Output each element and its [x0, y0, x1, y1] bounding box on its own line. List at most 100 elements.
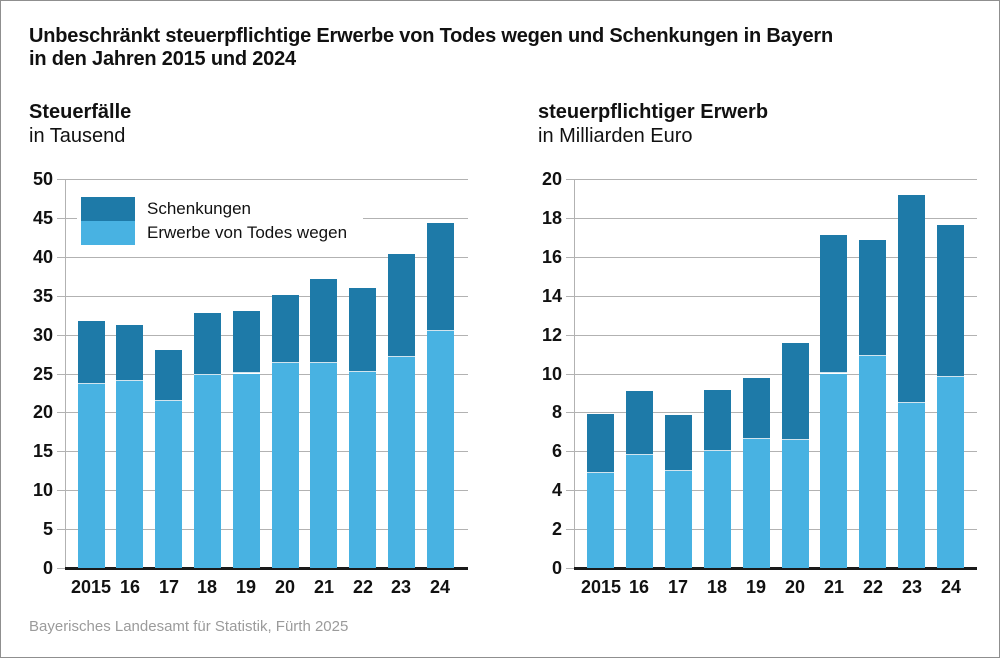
bar-segment-erwerbe [859, 355, 886, 568]
bar-segment-erwerbe [194, 375, 221, 568]
legend: Schenkungen Erwerbe von Todes wegen [77, 193, 364, 249]
bar-segment-erwerbe [388, 357, 415, 568]
y-axis-label: 4 [551, 480, 562, 500]
y-axis-label: 16 [541, 247, 562, 267]
gridline [57, 179, 468, 180]
y-axis-label: 45 [32, 208, 53, 228]
x-axis-label: 23 [390, 577, 412, 597]
bar-segment-erwerbe [665, 470, 692, 568]
y-axis-label: 10 [541, 364, 562, 384]
gridline [57, 257, 468, 258]
bar-segment-schenkungen [310, 278, 337, 364]
gridline [566, 374, 977, 375]
bar-segment-schenkungen [820, 235, 847, 374]
bar-segment-schenkungen [272, 294, 299, 363]
legend-swatch-schenkungen [81, 197, 135, 221]
bar-segment-schenkungen [388, 254, 415, 358]
x-axis-label: 22 [352, 577, 374, 597]
gridline [57, 335, 468, 336]
bar-segment-erwerbe [116, 381, 143, 568]
bar-segment-erwerbe [626, 455, 653, 568]
y-axis-label: 20 [32, 402, 53, 422]
y-axis-label: 0 [551, 558, 562, 578]
axis-tick [566, 568, 574, 569]
right-chart-subtitle: in Milliarden Euro [538, 125, 693, 147]
gridline [57, 451, 468, 452]
bar-segment-erwerbe [743, 438, 770, 568]
x-axis-label: 16 [628, 577, 650, 597]
x-axis-label: 22 [862, 577, 884, 597]
x-axis-label: 24 [429, 577, 451, 597]
bar-segment-schenkungen [587, 414, 614, 473]
y-axis-label: 10 [32, 480, 53, 500]
bar-segment-erwerbe [427, 331, 454, 568]
legend-label-erwerbe: Erwerbe von Todes wegen [147, 223, 348, 242]
bar-segment-erwerbe [349, 371, 376, 568]
bar-segment-schenkungen [626, 391, 653, 456]
x-axis-line [574, 567, 977, 570]
legend-label-schenkungen: Schenkungen [147, 199, 251, 218]
x-axis-label: 19 [745, 577, 767, 597]
bar-segment-erwerbe [233, 373, 260, 568]
x-axis-label: 18 [706, 577, 728, 597]
bar-segment-schenkungen [78, 321, 105, 385]
x-axis-label: 21 [313, 577, 335, 597]
bar-segment-schenkungen [349, 287, 376, 372]
y-axis-label: 15 [32, 441, 53, 461]
y-axis-label: 40 [32, 247, 53, 267]
bar-segment-erwerbe [587, 472, 614, 568]
bar-segment-erwerbe [310, 363, 337, 568]
bar-segment-erwerbe [820, 373, 847, 568]
gridline [566, 490, 977, 491]
page-title-line1: Unbeschränkt steuerpflichtige Erwerbe vo… [29, 25, 833, 47]
gridline [57, 412, 468, 413]
y-axis-label: 50 [32, 169, 53, 189]
source-note: Bayerisches Landesamt für Statistik, Für… [29, 618, 349, 635]
bar-segment-erwerbe [155, 400, 182, 568]
bar-segment-erwerbe [782, 439, 809, 568]
bar-segment-schenkungen [116, 325, 143, 382]
gridline [566, 335, 977, 336]
bar-segment-schenkungen [743, 378, 770, 439]
axis-tick [57, 568, 65, 569]
x-axis-label: 16 [119, 577, 141, 597]
bar-segment-schenkungen [782, 343, 809, 440]
gridline [57, 529, 468, 530]
gridline [566, 218, 977, 219]
left-chart-title: Steuerfälle [29, 101, 132, 123]
x-axis-label: 20 [784, 577, 806, 597]
gridline [566, 529, 977, 530]
bar-segment-erwerbe [704, 451, 731, 568]
y-axis-label: 20 [541, 169, 562, 189]
x-axis-label: 2015 [70, 577, 112, 597]
page-title-line2: in den Jahren 2015 und 2024 [29, 48, 296, 70]
bar-segment-schenkungen [859, 240, 886, 356]
x-axis-label: 18 [196, 577, 218, 597]
y-axis-line [65, 179, 66, 568]
bar-segment-schenkungen [194, 312, 221, 376]
bar-segment-erwerbe [272, 362, 299, 568]
gridline [57, 374, 468, 375]
y-axis-label: 14 [541, 286, 562, 306]
legend-item-schenkungen: Schenkungen [81, 197, 347, 221]
y-axis-label: 0 [42, 558, 53, 578]
y-axis-label: 6 [551, 441, 562, 461]
bar-segment-schenkungen [233, 311, 260, 374]
y-axis-line [574, 179, 575, 568]
bar-segment-erwerbe [78, 384, 105, 568]
y-axis-label: 30 [32, 325, 53, 345]
x-axis-label: 21 [823, 577, 845, 597]
bar-segment-schenkungen [898, 194, 925, 403]
y-axis-label: 35 [32, 286, 53, 306]
x-axis-label: 17 [158, 577, 180, 597]
gridline [566, 296, 977, 297]
x-axis-label: 23 [901, 577, 923, 597]
left-chart-subtitle: in Tausend [29, 125, 126, 147]
bar-segment-schenkungen [155, 350, 182, 401]
gridline [566, 451, 977, 452]
y-axis-label: 18 [541, 208, 562, 228]
bar-segment-schenkungen [937, 224, 964, 378]
gridline [566, 257, 977, 258]
y-axis-label: 5 [42, 519, 53, 539]
